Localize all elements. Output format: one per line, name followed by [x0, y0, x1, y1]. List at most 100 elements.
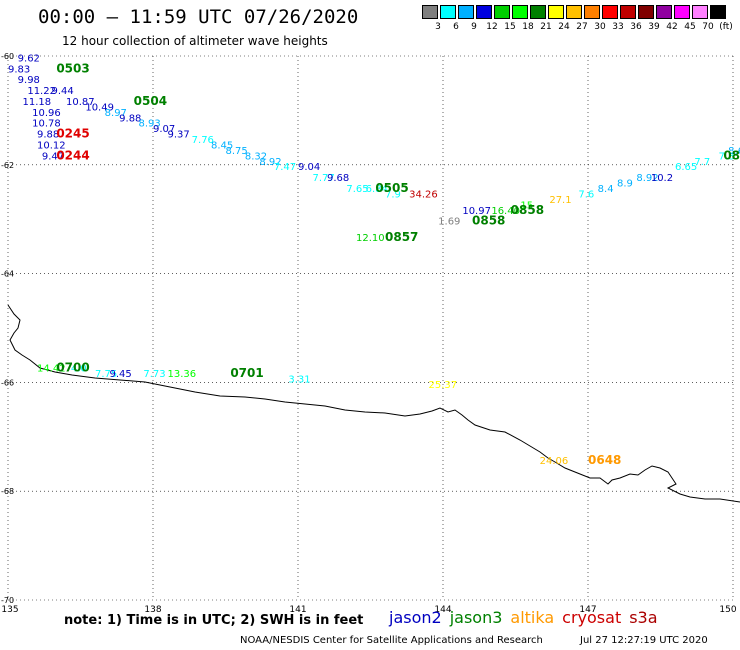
swh-label: 9.88	[37, 130, 59, 141]
swh-label: 7.7	[694, 157, 710, 168]
swh-label: 10.96	[32, 108, 61, 119]
swh-label: 7.73	[143, 369, 165, 380]
swh-label: 1.69	[438, 217, 460, 228]
legend-label: 3	[435, 22, 441, 32]
legend-label: 12	[486, 22, 498, 32]
legend-label: 39	[648, 22, 660, 32]
swh-label: 7.75	[95, 369, 117, 380]
swh-label: 11.18	[23, 97, 52, 108]
legend-swatch	[692, 5, 708, 19]
legend-label: 21	[540, 22, 552, 32]
swh-label: 9.83	[8, 64, 30, 75]
swh-label: 8.45	[211, 140, 233, 151]
swh-label: 14.42	[37, 364, 66, 375]
timestamp-text: Jul 27 12:27:19 UTC 2020	[580, 635, 708, 646]
swh-label: 8.93	[139, 119, 161, 130]
swh-label: 10.2	[651, 173, 673, 184]
swh-label: 11.22	[27, 86, 56, 97]
legend-label: 18	[522, 22, 534, 32]
x-tick-label: 141	[289, 605, 306, 615]
satellite-jason3: jason3	[449, 608, 503, 627]
swh-label: 10.87	[66, 97, 95, 108]
legend-swatch	[512, 5, 528, 19]
satellite-s3a: s3a	[629, 608, 658, 627]
swh-label: 8.75	[226, 146, 248, 157]
x-tick-label: 150	[719, 605, 736, 615]
legend-label: 36	[630, 22, 642, 32]
pass-time-label: 0701	[230, 366, 263, 380]
legend-label: 42	[666, 22, 678, 32]
pass-time-label: 0857	[385, 230, 418, 244]
swh-label: 8.97	[105, 108, 127, 119]
credit-text: NOAA/NESDIS Center for Satellite Applica…	[240, 635, 543, 646]
note-text: note: 1) Time is in UTC; 2) SWH is in fe…	[64, 613, 364, 628]
swh-label: 4.0	[71, 364, 87, 375]
y-tick-label: -68	[1, 487, 14, 496]
swh-label: 12.10	[356, 233, 385, 244]
wave-height-labels: 9.629.839.9811.229.4411.1810.9610.789.88…	[8, 53, 740, 467]
legend-swatch	[656, 5, 672, 19]
pass-time-label: 0505	[375, 181, 408, 195]
swh-label: 7.47	[274, 162, 296, 173]
x-tick-label: 138	[144, 605, 161, 615]
legend-swatch	[566, 5, 582, 19]
swh-label: 7.77	[313, 173, 335, 184]
x-tick-label: 147	[579, 605, 596, 615]
swh-label: 9.45	[110, 369, 132, 380]
legend-swatch	[458, 5, 474, 19]
satellite-legend: jason2 jason3 altika cryosat s3a	[389, 608, 666, 627]
swh-label: 8.32	[245, 151, 267, 162]
pass-time-label: 0858	[472, 214, 505, 228]
swh-label: 9.98	[18, 75, 40, 86]
legend-swatch	[710, 5, 726, 19]
pass-time-label: 0503	[56, 61, 89, 75]
pass-time-label: 0858	[511, 203, 544, 217]
legend-label: 33	[612, 22, 624, 32]
antarctic-coastline	[7, 304, 740, 503]
swh-label: 6.65	[675, 162, 697, 173]
swh-label: 25.37	[429, 380, 458, 391]
y-tick-label: -66	[1, 378, 14, 387]
swh-label: 7.9	[385, 189, 401, 200]
swh-label: 8.92	[259, 157, 281, 168]
swh-label: 34.26	[409, 189, 438, 200]
pass-time-label: 0858	[723, 148, 740, 162]
y-tick-label: -62	[1, 161, 14, 170]
swh-label: 9.47	[42, 151, 64, 162]
legend-swatch	[638, 5, 654, 19]
legend-swatch	[440, 5, 456, 19]
swh-label: 10.49	[85, 102, 114, 113]
x-tick-label: 135	[1, 605, 18, 615]
swh-label: 24.06	[540, 456, 569, 467]
swh-label: 10.97	[462, 206, 491, 217]
swh-label: 8.9	[617, 179, 633, 190]
legend-label: 45	[684, 22, 696, 32]
swh-label: 9.07	[153, 124, 175, 135]
legend-swatch	[620, 5, 636, 19]
legend-label: 30	[594, 22, 606, 32]
swh-label: 7.8	[719, 151, 735, 162]
swh-label: 10.12	[37, 140, 66, 151]
swh-label: 7.65	[346, 184, 368, 195]
swh-label: 7.76	[192, 135, 214, 146]
legend-label: 6	[453, 22, 459, 32]
page-title: 00:00 — 11:59 UTC 07/26/2020	[38, 6, 359, 28]
swh-label: 8.4	[598, 184, 614, 195]
swh-label: 13.36	[168, 369, 197, 380]
legend-label: 9	[471, 22, 477, 32]
pass-time-label: 0245	[56, 127, 89, 141]
pass-time-label: 0700	[56, 361, 89, 375]
x-tick-label: 144	[434, 605, 451, 615]
swh-label: 3.31	[288, 374, 310, 385]
pass-time-label: 0244	[56, 148, 89, 162]
pass-time-label: 0648	[588, 453, 621, 467]
legend-swatch	[674, 5, 690, 19]
swh-label: 9.04	[298, 162, 320, 173]
pass-time-label: 0504	[134, 94, 167, 108]
legend-swatch	[476, 5, 492, 19]
page-subtitle: 12 hour collection of altimeter wave hei…	[62, 34, 328, 48]
swh-label: 9.62	[18, 53, 40, 64]
legend-swatch	[602, 5, 618, 19]
swh-label: 6.84	[366, 184, 388, 195]
